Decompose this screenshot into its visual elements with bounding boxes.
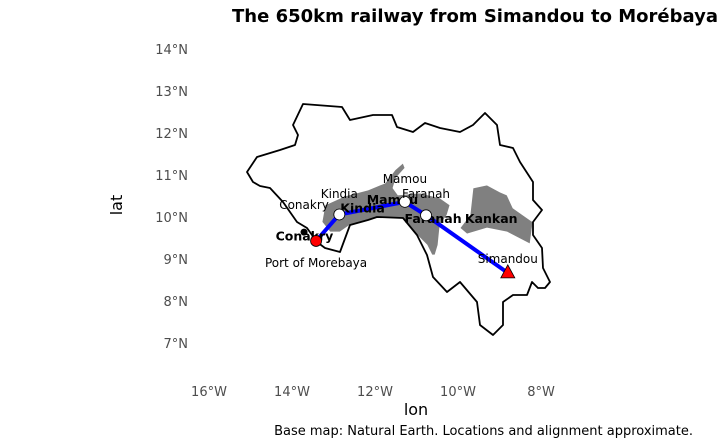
place-markers: Port of MorebayaConakryKindiaMamouFarana… bbox=[265, 172, 538, 279]
place-circle bbox=[398, 195, 411, 208]
country-outline-guinea bbox=[246, 103, 551, 336]
caption: Base map: Natural Earth. Locations and a… bbox=[274, 424, 693, 439]
x-tick-label: 14°W bbox=[274, 385, 310, 400]
y-axis-ticks: 7°N 8°N 9°N 10°N 11°N 12°N 13°N 14°N bbox=[155, 43, 188, 352]
x-axis-ticks: 16°W 14°W 12°W 10°W 8°W bbox=[191, 385, 555, 400]
place-label: Faranah bbox=[402, 187, 450, 201]
place-circle bbox=[333, 208, 346, 221]
place-label: Kindia bbox=[321, 187, 358, 201]
y-tick-label: 7°N bbox=[164, 337, 189, 352]
x-tick-label: 16°W bbox=[191, 385, 227, 400]
y-tick-label: 9°N bbox=[164, 253, 189, 268]
place-circle bbox=[310, 235, 322, 247]
y-tick-label: 13°N bbox=[155, 85, 188, 100]
chart-title: The 650km railway from Simandou to Moréb… bbox=[232, 6, 718, 27]
y-axis-label: lat bbox=[107, 195, 126, 216]
place-label: Mamou bbox=[383, 172, 427, 186]
y-tick-label: 12°N bbox=[155, 127, 188, 142]
place-label: Simandou bbox=[478, 252, 538, 266]
place-label: Port of Morebaya bbox=[265, 256, 367, 270]
x-axis-label: lon bbox=[404, 400, 428, 419]
region-label: Kankan bbox=[465, 211, 518, 226]
region-label: Kindia bbox=[340, 201, 385, 216]
triangle-marker bbox=[500, 264, 516, 279]
x-tick-label: 12°W bbox=[357, 385, 393, 400]
region-label: Faranah bbox=[405, 211, 462, 226]
x-tick-label: 10°W bbox=[440, 385, 476, 400]
place-label: Conakry bbox=[279, 198, 329, 212]
y-tick-label: 14°N bbox=[155, 43, 188, 58]
y-tick-label: 10°N bbox=[155, 211, 188, 226]
place-circle bbox=[420, 209, 432, 222]
highlighted-region-kankan bbox=[459, 184, 534, 245]
place-dot bbox=[300, 228, 308, 236]
x-tick-label: 8°W bbox=[527, 385, 555, 400]
y-tick-label: 11°N bbox=[155, 169, 188, 184]
y-tick-label: 8°N bbox=[164, 295, 189, 310]
